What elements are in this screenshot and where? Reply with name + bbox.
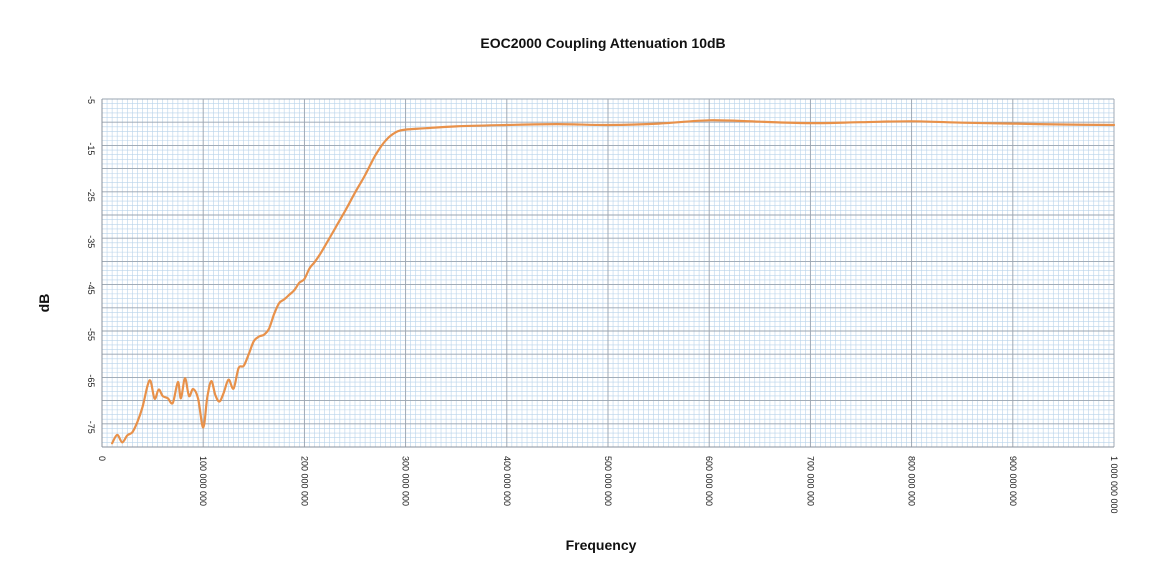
y-axis-title: dB xyxy=(36,294,52,313)
y-tick-label: -55 xyxy=(86,328,96,341)
x-tick-label: 400 000 000 xyxy=(502,456,512,506)
x-tick-label: 0 xyxy=(97,456,107,461)
y-tick-label: -65 xyxy=(86,374,96,387)
x-tick-label: 800 000 000 xyxy=(907,456,917,506)
chart-title: EOC2000 Coupling Attenuation 10dB xyxy=(480,35,725,51)
y-axis-ticks: -5 -15 -25 -35 -45 -55 -65 -75 xyxy=(86,96,96,434)
x-tick-label: 200 000 000 xyxy=(299,456,309,506)
x-axis-ticks: 0 100 000 000 200 000 000 300 000 000 400 00… xyxy=(97,456,1119,514)
y-tick-label: -25 xyxy=(86,189,96,202)
x-tick-label: 1 000 000 000 xyxy=(1109,456,1119,514)
y-tick-label: -45 xyxy=(86,282,96,295)
x-tick-label: 900 000 000 xyxy=(1008,456,1018,506)
y-tick-label: -5 xyxy=(86,96,96,104)
x-tick-label: 700 000 000 xyxy=(805,456,815,506)
y-tick-label: -35 xyxy=(86,235,96,248)
x-axis-title: Frequency xyxy=(566,537,637,553)
x-tick-label: 600 000 000 xyxy=(704,456,714,506)
series-line-0 xyxy=(111,119,1116,445)
y-tick-label: -15 xyxy=(86,142,96,155)
major-gridlines xyxy=(101,98,1115,448)
y-tick-label: -75 xyxy=(86,421,96,434)
x-tick-label: 500 000 000 xyxy=(603,456,613,506)
x-tick-label: 100 000 000 xyxy=(198,456,208,506)
series-layer xyxy=(111,119,1116,445)
x-tick-label: 300 000 000 xyxy=(401,456,411,506)
